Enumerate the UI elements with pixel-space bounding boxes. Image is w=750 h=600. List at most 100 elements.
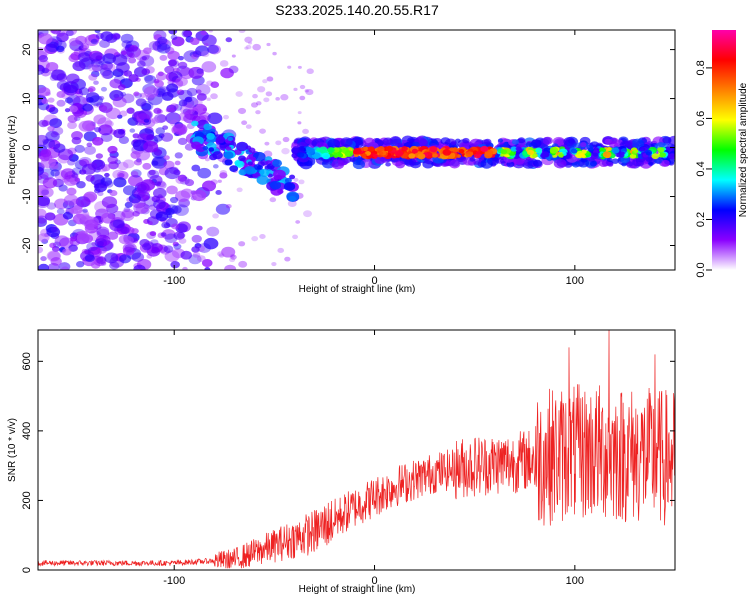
snr-y-axis-label: SNR (10 * v/v) bbox=[7, 418, 18, 482]
noise-blob bbox=[102, 62, 116, 73]
noise-blob bbox=[219, 169, 228, 176]
noise-blob bbox=[223, 114, 230, 120]
noise-blob bbox=[196, 255, 206, 262]
noise-blob bbox=[54, 235, 70, 247]
noise-blob bbox=[159, 54, 168, 61]
noise-blob bbox=[238, 260, 248, 268]
noise-blob bbox=[99, 39, 111, 48]
noise-blob bbox=[143, 86, 159, 98]
tonal-line-core bbox=[372, 154, 379, 159]
noise-blob bbox=[173, 204, 189, 216]
noise-blob bbox=[170, 261, 180, 269]
noise-blob bbox=[64, 97, 74, 104]
noise-blob bbox=[204, 267, 211, 270]
noise-blob bbox=[76, 181, 86, 189]
snr-y-tick-label: 200 bbox=[21, 491, 33, 509]
noise-blob bbox=[194, 99, 203, 106]
noise-blob bbox=[68, 53, 80, 63]
noise-blob bbox=[44, 212, 56, 221]
noise-blob bbox=[245, 44, 252, 50]
noise-blob bbox=[168, 30, 178, 35]
noise-blob bbox=[58, 184, 68, 192]
noise-blob bbox=[200, 50, 210, 58]
noise-blob bbox=[144, 75, 157, 85]
branch-blob bbox=[191, 120, 199, 127]
noise-blob bbox=[147, 220, 153, 226]
branch-blob bbox=[208, 147, 215, 152]
noise-blob bbox=[58, 262, 71, 270]
snr-x-axis-label: Height of straight line (km) bbox=[299, 584, 416, 595]
noise-blob bbox=[155, 127, 166, 135]
noise-blob bbox=[38, 166, 44, 176]
tonal-line-halo bbox=[648, 161, 654, 167]
noise-blob bbox=[163, 160, 175, 170]
snr-x-tick-label: 0 bbox=[371, 575, 377, 587]
noise-blob bbox=[112, 33, 121, 40]
noise-blob bbox=[183, 30, 193, 38]
tonal-line-core bbox=[394, 150, 404, 157]
tonal-line-core bbox=[620, 151, 625, 155]
tonal-line-halo bbox=[626, 161, 634, 167]
noise-blob bbox=[113, 128, 126, 139]
noise-blob bbox=[38, 217, 47, 227]
noise-blob bbox=[298, 179, 305, 185]
noise-blob bbox=[86, 97, 94, 103]
noise-blob bbox=[42, 177, 58, 189]
branch-blob bbox=[272, 169, 286, 180]
noise-blob bbox=[265, 91, 273, 97]
noise-blob bbox=[259, 233, 266, 239]
noise-blob bbox=[68, 37, 80, 47]
noise-blob bbox=[133, 159, 143, 166]
tonal-line-core bbox=[541, 151, 550, 158]
noise-blob bbox=[297, 121, 302, 125]
tonal-line-halo bbox=[349, 157, 356, 163]
noise-blob bbox=[66, 73, 80, 84]
tonal-line-halo bbox=[395, 160, 406, 169]
noise-blob bbox=[87, 86, 96, 93]
noise-blob bbox=[193, 193, 202, 201]
spectrogram-frame bbox=[37, 29, 676, 271]
tonal-line-core bbox=[442, 149, 452, 156]
tonal-line-halo bbox=[604, 138, 612, 145]
noise-blob bbox=[88, 73, 98, 81]
noise-blob bbox=[251, 236, 259, 242]
noise-blob bbox=[182, 266, 188, 270]
spectrogram-x-tick-label: -100 bbox=[163, 275, 185, 287]
tonal-line-halo bbox=[563, 137, 576, 147]
noise-blob bbox=[217, 179, 222, 183]
tonal-line-core bbox=[532, 153, 538, 158]
noise-blob bbox=[63, 81, 79, 94]
noise-blob bbox=[100, 86, 108, 92]
noise-blob bbox=[257, 86, 266, 93]
noise-blob bbox=[165, 107, 172, 113]
noise-blob bbox=[46, 226, 61, 238]
tonal-line-halo bbox=[440, 137, 451, 146]
noise-blob bbox=[218, 253, 225, 258]
noise-blob bbox=[56, 45, 65, 53]
noise-blob bbox=[201, 258, 213, 268]
tonal-line-core bbox=[465, 151, 474, 158]
noise-blob bbox=[178, 89, 193, 101]
tonal-line-halo bbox=[532, 159, 543, 167]
noise-blob bbox=[148, 169, 156, 176]
tonal-line-halo bbox=[553, 158, 567, 169]
tonal-line-halo bbox=[511, 139, 519, 145]
noise-blob bbox=[133, 264, 146, 270]
noise-blob bbox=[118, 84, 126, 91]
tonal-line-halo bbox=[506, 161, 515, 168]
tonal-line-halo bbox=[606, 157, 613, 162]
noise-blob bbox=[191, 110, 198, 116]
noise-blob bbox=[130, 170, 139, 177]
noise-blob bbox=[175, 175, 186, 185]
noise-blob bbox=[56, 208, 65, 215]
noise-blob bbox=[259, 128, 266, 134]
noise-blob bbox=[119, 254, 132, 264]
noise-blob bbox=[225, 204, 232, 209]
noise-blob bbox=[86, 242, 99, 252]
tonal-line-core bbox=[558, 153, 564, 158]
noise-blob bbox=[169, 196, 179, 204]
branch-blob bbox=[257, 165, 263, 170]
noise-blob bbox=[297, 65, 302, 69]
noise-blob bbox=[50, 169, 60, 177]
noise-blob bbox=[90, 38, 98, 45]
